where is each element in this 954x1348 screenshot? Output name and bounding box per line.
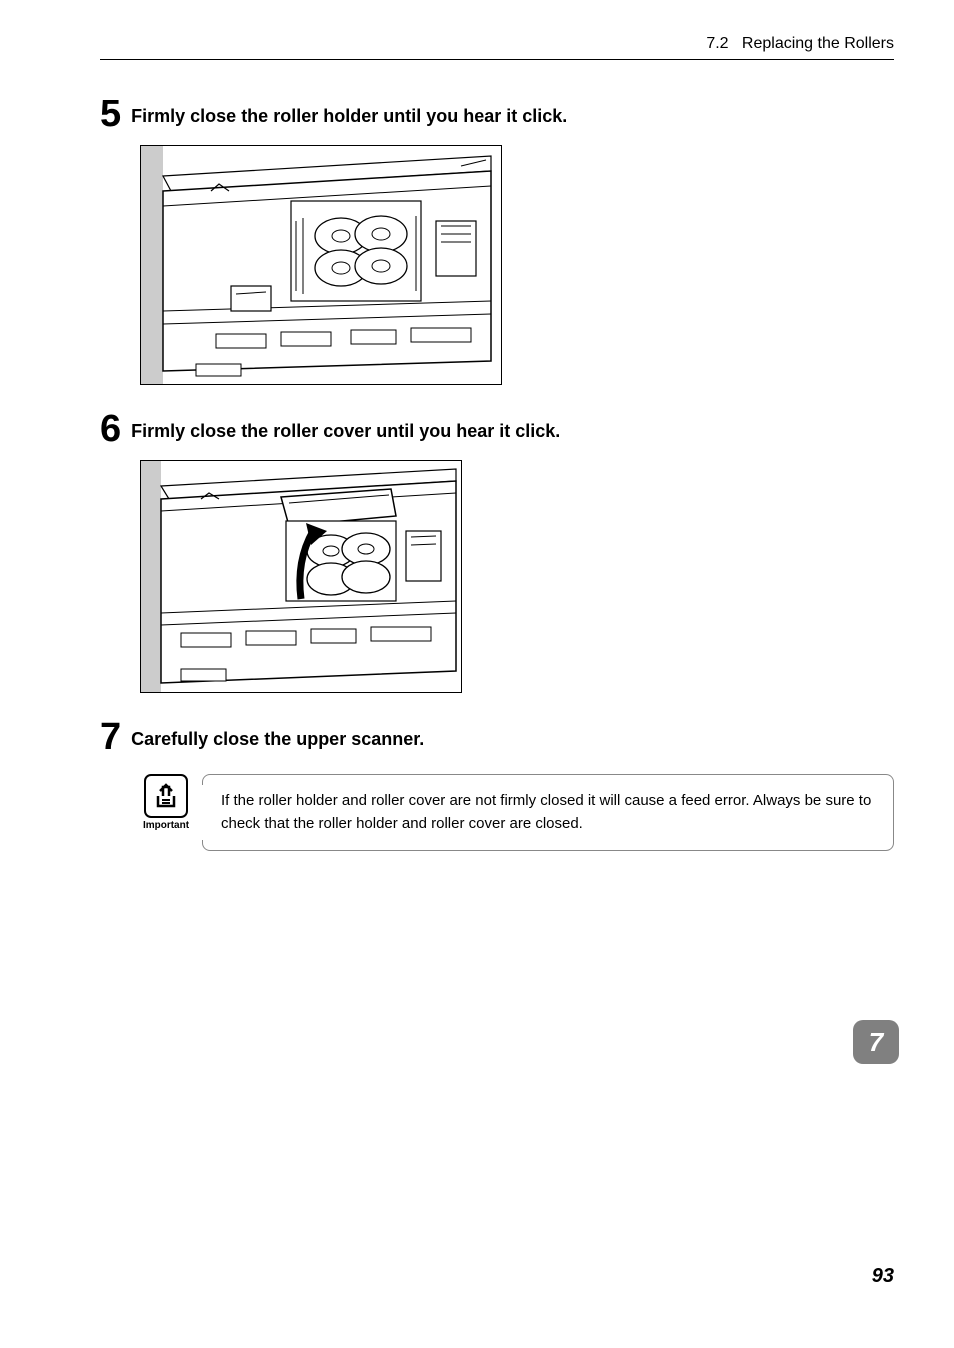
page-number: 93 (872, 1265, 894, 1288)
step-number: 7 (100, 718, 121, 756)
step-text: Firmly close the roller cover until you … (131, 421, 560, 442)
chapter-tab: 7 (853, 1020, 899, 1064)
chapter-tab-number: 7 (869, 1027, 883, 1058)
header-section: 7.2 (706, 35, 728, 52)
page-header: 7.2 Replacing the Rollers (100, 35, 894, 60)
figure-step-5 (140, 145, 894, 385)
important-icon (144, 774, 188, 818)
step-text: Carefully close the upper scanner. (131, 729, 424, 750)
step-6: 6 Firmly close the roller cover until yo… (100, 410, 894, 693)
figure-step-6 (140, 460, 894, 693)
roller-cover-diagram (141, 461, 461, 692)
step-5: 5 Firmly close the roller holder until y… (100, 95, 894, 385)
roller-holder-diagram (141, 146, 501, 384)
step-7: 7 Carefully close the upper scanner. Imp… (100, 718, 894, 851)
header-title: Replacing the Rollers (742, 35, 894, 52)
important-text: If the roller holder and roller cover ar… (202, 774, 894, 851)
step-text: Firmly close the roller holder until you… (131, 106, 567, 127)
important-label: Important (143, 820, 189, 831)
step-number: 6 (100, 410, 121, 448)
important-callout: Important If the roller holder and rolle… (140, 774, 894, 851)
step-number: 5 (100, 95, 121, 133)
page-content: 5 Firmly close the roller holder until y… (100, 95, 894, 871)
